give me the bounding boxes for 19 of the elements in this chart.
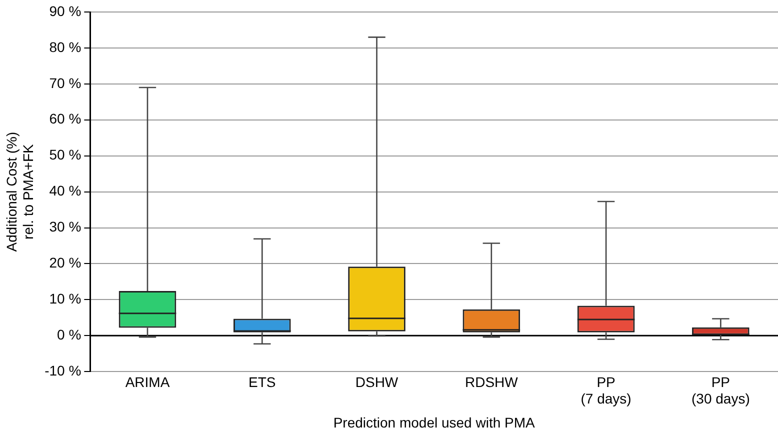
x-axis-title: Prediction model used with PMA	[333, 414, 536, 430]
y-axis-title: Additional Cost (%) rel. to PMA+FK	[3, 132, 36, 252]
x-tick-label: DSHW	[355, 374, 399, 390]
y-tick-label: 70 %	[49, 74, 82, 91]
x-tick-label: RDSHW	[464, 374, 519, 390]
x-tick-label: ETS	[248, 374, 276, 390]
y-tick-label: 60 %	[49, 110, 82, 127]
y-tick-label: 90 %	[49, 2, 82, 19]
y-tick-label: 40 %	[49, 182, 82, 199]
y-tick-label: 80 %	[49, 38, 82, 55]
x-tick-label: PP (30 days)	[692, 374, 750, 407]
y-tick-label: 0 %	[57, 326, 82, 342]
y-tick-label: 10 %	[49, 290, 82, 307]
y-tick-label: 50 %	[49, 146, 82, 163]
y-tick-label: -10 %	[44, 362, 82, 378]
y-tick-label: 20 %	[49, 254, 82, 271]
x-tick-label: PP (7 days)	[580, 374, 632, 407]
x-tick-label: ARIMA	[125, 374, 170, 390]
y-tick-label: 30 %	[49, 218, 82, 235]
